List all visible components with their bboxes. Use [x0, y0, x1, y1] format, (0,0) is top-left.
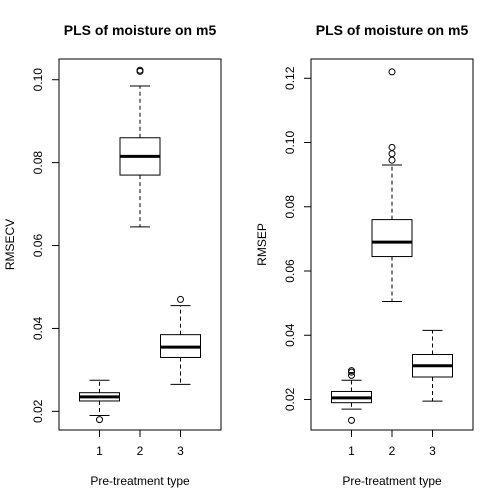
x-tick-label: 1	[348, 444, 355, 458]
x-tick-label: 2	[137, 444, 144, 458]
outlier-point	[388, 156, 396, 164]
y-tick-label: 0.06	[283, 259, 297, 283]
chart-title: PLS of moisture on m5	[64, 22, 217, 38]
outlier-point	[348, 416, 355, 424]
y-tick-label: 0.10	[283, 131, 297, 155]
x-tick-label: 2	[389, 444, 396, 458]
y-tick-label: 0.12	[283, 66, 297, 90]
outlier-point	[348, 371, 355, 379]
box-2	[119, 66, 161, 228]
y-tick-label: 0.02	[283, 387, 297, 411]
y-tick-label: 0.08	[283, 195, 297, 219]
outlier-point	[388, 150, 396, 158]
box-3	[160, 295, 201, 385]
y-tick-label: 0.08	[31, 151, 45, 175]
outlier-point	[96, 416, 103, 424]
x-axis-label: Pre-treatment type	[342, 474, 442, 488]
y-axis-label: RMSECV	[3, 219, 17, 270]
box-1	[331, 367, 372, 424]
box-1	[79, 379, 120, 424]
x-tick-label: 1	[96, 444, 103, 458]
outlier-point	[388, 143, 396, 151]
outlier-point	[388, 68, 396, 76]
x-tick-label: 3	[177, 444, 184, 458]
chart-title: PLS of moisture on m5	[316, 22, 469, 38]
box-iqr	[371, 219, 413, 258]
right-panel-rmsep: PLS of moisture on m5 0.02 0.04 0.06 0.08 0.1…	[255, 22, 474, 488]
left-panel-rmsecv: PLS of moisture on m5 0.02 0.04 0.06 0.08 0.1…	[3, 22, 222, 488]
y-tick-label: 0.06	[31, 234, 45, 258]
y-tick-label: 0.04	[31, 316, 45, 340]
y-tick-label: 0.04	[283, 323, 297, 347]
y-tick-label: 0.02	[31, 399, 45, 423]
outlier-point	[136, 66, 144, 74]
y-tick-label: 0.10	[31, 68, 45, 92]
x-axis-label: Pre-treatment type	[90, 474, 190, 488]
box-2	[371, 68, 413, 303]
outlier-point	[348, 367, 355, 375]
outlier-point	[177, 295, 184, 303]
box-3	[412, 329, 453, 402]
x-tick-label: 3	[429, 444, 436, 458]
y-axis-label: RMSEP	[255, 223, 269, 266]
